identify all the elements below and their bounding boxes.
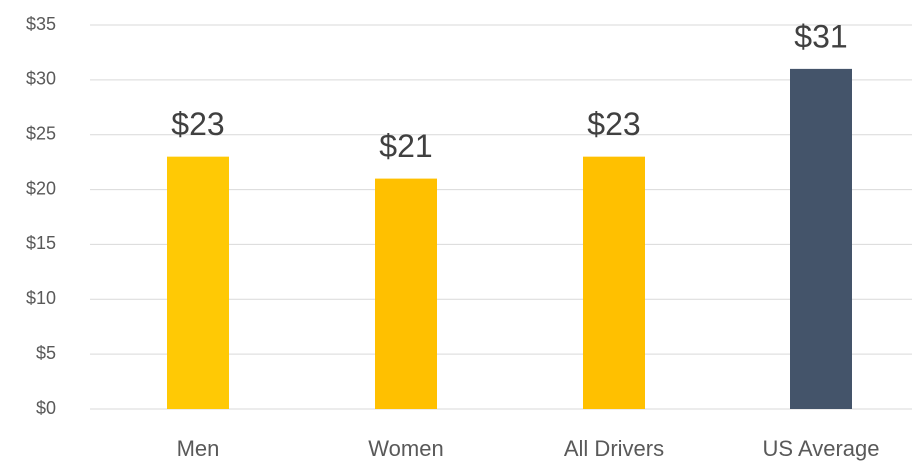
y-tick-label: $35 bbox=[26, 14, 56, 34]
bar bbox=[375, 178, 437, 409]
x-tick-label: Women bbox=[368, 436, 443, 461]
x-tick-label: All Drivers bbox=[564, 436, 664, 461]
data-label: $23 bbox=[171, 106, 224, 142]
bar bbox=[583, 156, 645, 409]
data-label: $21 bbox=[379, 128, 432, 164]
x-tick-label: US Average bbox=[762, 436, 879, 461]
y-tick-label: $5 bbox=[36, 343, 56, 363]
data-label: $31 bbox=[794, 18, 847, 54]
bar bbox=[167, 156, 229, 409]
y-tick-label: $15 bbox=[26, 233, 56, 253]
bar bbox=[790, 68, 852, 409]
y-tick-label: $10 bbox=[26, 288, 56, 308]
y-tick-label: $0 bbox=[36, 398, 56, 418]
x-tick-label: Men bbox=[177, 436, 220, 461]
y-tick-label: $25 bbox=[26, 123, 56, 143]
y-tick-label: $20 bbox=[26, 178, 56, 198]
data-label: $23 bbox=[587, 106, 640, 142]
y-tick-label: $30 bbox=[26, 69, 56, 89]
